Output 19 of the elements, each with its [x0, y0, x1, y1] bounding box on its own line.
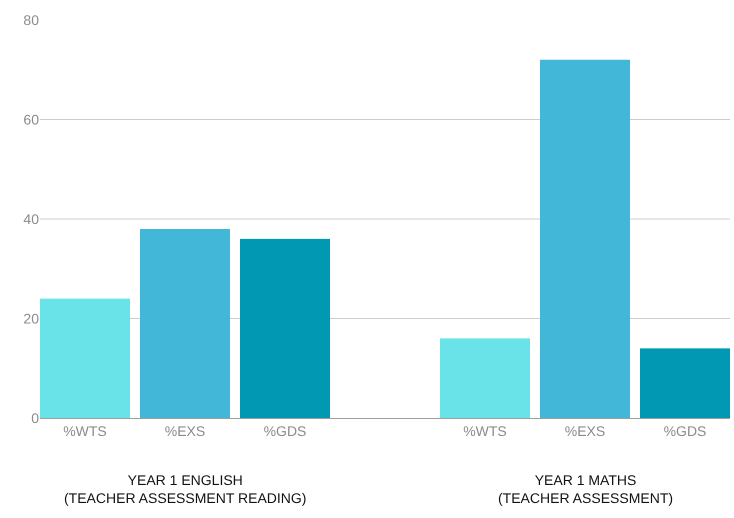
- x-tick-label: %GDS: [264, 422, 306, 439]
- x-tick-label: %GDS: [664, 422, 706, 439]
- y-tick-label: 0: [31, 410, 40, 426]
- bar: [540, 60, 630, 418]
- x-tick-label: %WTS: [63, 422, 107, 439]
- y-tick-label: 80: [23, 12, 40, 28]
- y-tick-label: 20: [23, 310, 40, 326]
- x-tick-label: %WTS: [463, 422, 507, 439]
- bar: [140, 228, 230, 418]
- text: YEAR 1 MATHS (TEACHER ASSESSMENT): [498, 472, 674, 506]
- bar: [240, 238, 330, 418]
- bar: [640, 348, 730, 418]
- bar: [40, 298, 130, 418]
- y-tick-label: 40: [23, 210, 40, 227]
- y-tick-label: 60: [23, 111, 40, 128]
- text: YEAR 1 ENGLISH (TEACHER ASSESSMENT READING): [64, 472, 306, 506]
- bar: [440, 338, 530, 418]
- x-tick-label: %EXS: [564, 422, 606, 439]
- x-tick-label: %EXS: [164, 422, 206, 439]
